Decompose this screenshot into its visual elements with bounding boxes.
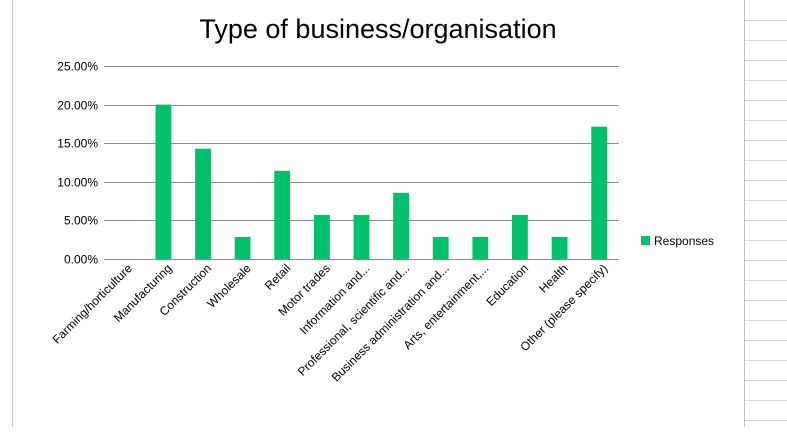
y-tick-label: 5.00%: [64, 214, 98, 228]
bar[interactable]: [353, 214, 370, 259]
chart-title: Type of business/organisation: [199, 14, 556, 44]
bars: [155, 104, 608, 259]
y-tick-label: 15.00%: [57, 137, 98, 151]
x-tick-label: Wholesale: [204, 261, 254, 311]
bar[interactable]: [195, 148, 211, 259]
y-tick-label: 20.00%: [57, 99, 98, 113]
chart-area[interactable]: Type of business/organisation 0.00% 5.00%…: [13, 0, 743, 427]
x-tick-label: Education: [483, 261, 531, 309]
bar-chart: Type of business/organisation 0.00% 5.00%…: [50, 14, 714, 384]
y-tick-label: 25.00%: [57, 60, 98, 74]
spreadsheet-cells-right: [744, 0, 787, 427]
bar[interactable]: [314, 214, 330, 259]
y-tick-label: 10.00%: [57, 176, 98, 190]
y-tick-label: 0.00%: [64, 253, 98, 267]
spreadsheet-gridlines: [745, 20, 787, 421]
bar[interactable]: [432, 236, 449, 259]
gridlines: [104, 66, 619, 221]
legend-swatch: [641, 236, 650, 245]
y-axis-ticks: 0.00% 5.00% 10.00% 15.00% 20.00% 25.00%: [57, 60, 98, 267]
bar[interactable]: [393, 192, 409, 259]
x-tick-label: Health: [536, 261, 570, 295]
bar[interactable]: [512, 214, 528, 259]
spreadsheet-row-gutter: [0, 0, 13, 427]
legend-label: Responses: [654, 234, 714, 248]
bar[interactable]: [591, 126, 608, 259]
bar[interactable]: [234, 236, 251, 259]
x-axis-ticks: Farming/horticultureManufacturingConstru…: [50, 261, 611, 384]
bar[interactable]: [472, 236, 489, 259]
bar[interactable]: [274, 170, 291, 259]
x-tick-label: Information and...: [297, 261, 373, 337]
bar[interactable]: [155, 104, 172, 259]
x-tick-label: Retail: [262, 261, 294, 293]
bar[interactable]: [551, 236, 568, 259]
legend[interactable]: Responses: [641, 234, 714, 248]
